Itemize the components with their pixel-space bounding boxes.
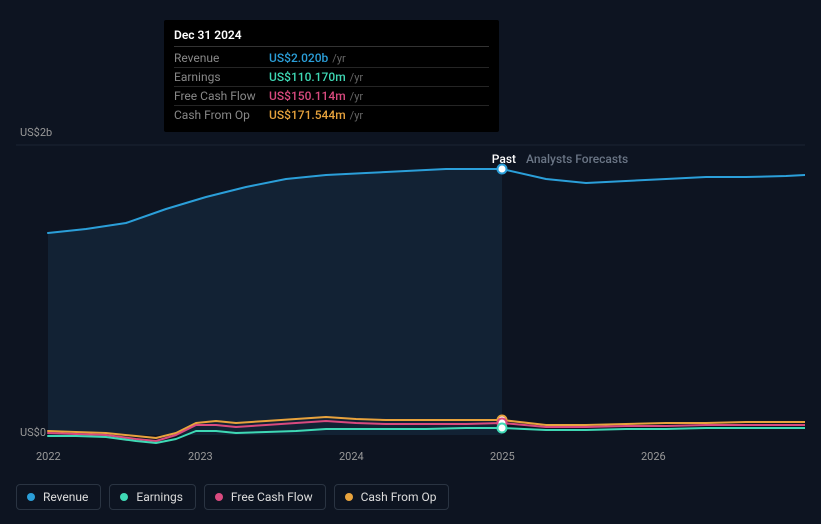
x-axis-tick: 2022 bbox=[36, 450, 61, 463]
tooltip-metric-label: Earnings bbox=[174, 70, 269, 84]
legend-item[interactable]: Earnings bbox=[109, 484, 196, 510]
legend-label: Earnings bbox=[136, 490, 183, 504]
legend-item[interactable]: Cash From Op bbox=[334, 484, 450, 510]
legend-dot-icon bbox=[345, 493, 353, 501]
chart-legend: Revenue Earnings Free Cash Flow Cash From O… bbox=[16, 484, 449, 510]
tooltip-metric-unit: /yr bbox=[350, 71, 363, 84]
tooltip-metric-value: US$150.114m bbox=[269, 89, 346, 103]
tooltip-metric-label: Free Cash Flow bbox=[174, 89, 269, 103]
x-axis-tick: 2026 bbox=[641, 450, 666, 463]
chart-area[interactable]: US$2b US$0 bbox=[16, 125, 805, 470]
x-axis: 2022 2023 2024 2025 2026 bbox=[16, 450, 805, 466]
legend-label: Cash From Op bbox=[361, 490, 437, 504]
legend-item[interactable]: Revenue bbox=[16, 484, 101, 510]
tooltip-row: EarningsUS$110.170m/yr bbox=[174, 68, 489, 87]
legend-dot-icon bbox=[120, 493, 128, 501]
y-axis-label: US$2b bbox=[20, 126, 52, 139]
tooltip-metric-unit: /yr bbox=[332, 52, 345, 65]
tooltip-metric-label: Cash From Op bbox=[174, 108, 269, 122]
legend-label: Revenue bbox=[43, 490, 88, 504]
tooltip-date: Dec 31 2024 bbox=[174, 28, 489, 47]
tooltip-row: RevenueUS$2.020b/yr bbox=[174, 49, 489, 68]
tooltip-metric-value: US$110.170m bbox=[269, 70, 346, 84]
legend-label: Free Cash Flow bbox=[231, 490, 313, 504]
legend-dot-icon bbox=[27, 493, 35, 501]
tooltip-metric-unit: /yr bbox=[350, 109, 363, 122]
tooltip-metric-label: Revenue bbox=[174, 51, 269, 65]
tooltip-metric-unit: /yr bbox=[350, 90, 363, 103]
legend-dot-icon bbox=[215, 493, 223, 501]
x-axis-tick: 2023 bbox=[188, 450, 213, 463]
x-axis-tick: 2024 bbox=[339, 450, 364, 463]
tooltip-metric-value: US$171.544m bbox=[269, 108, 346, 122]
line-chart-svg bbox=[16, 125, 805, 445]
x-axis-tick: 2025 bbox=[490, 450, 515, 463]
tooltip-row: Cash From OpUS$171.544m/yr bbox=[174, 106, 489, 124]
y-axis-label: US$0 bbox=[20, 426, 46, 439]
tooltip-metric-value: US$2.020b bbox=[269, 51, 328, 65]
legend-item[interactable]: Free Cash Flow bbox=[204, 484, 326, 510]
tooltip-row: Free Cash FlowUS$150.114m/yr bbox=[174, 87, 489, 106]
chart-tooltip: Dec 31 2024 RevenueUS$2.020b/yrEarningsU… bbox=[164, 20, 499, 132]
